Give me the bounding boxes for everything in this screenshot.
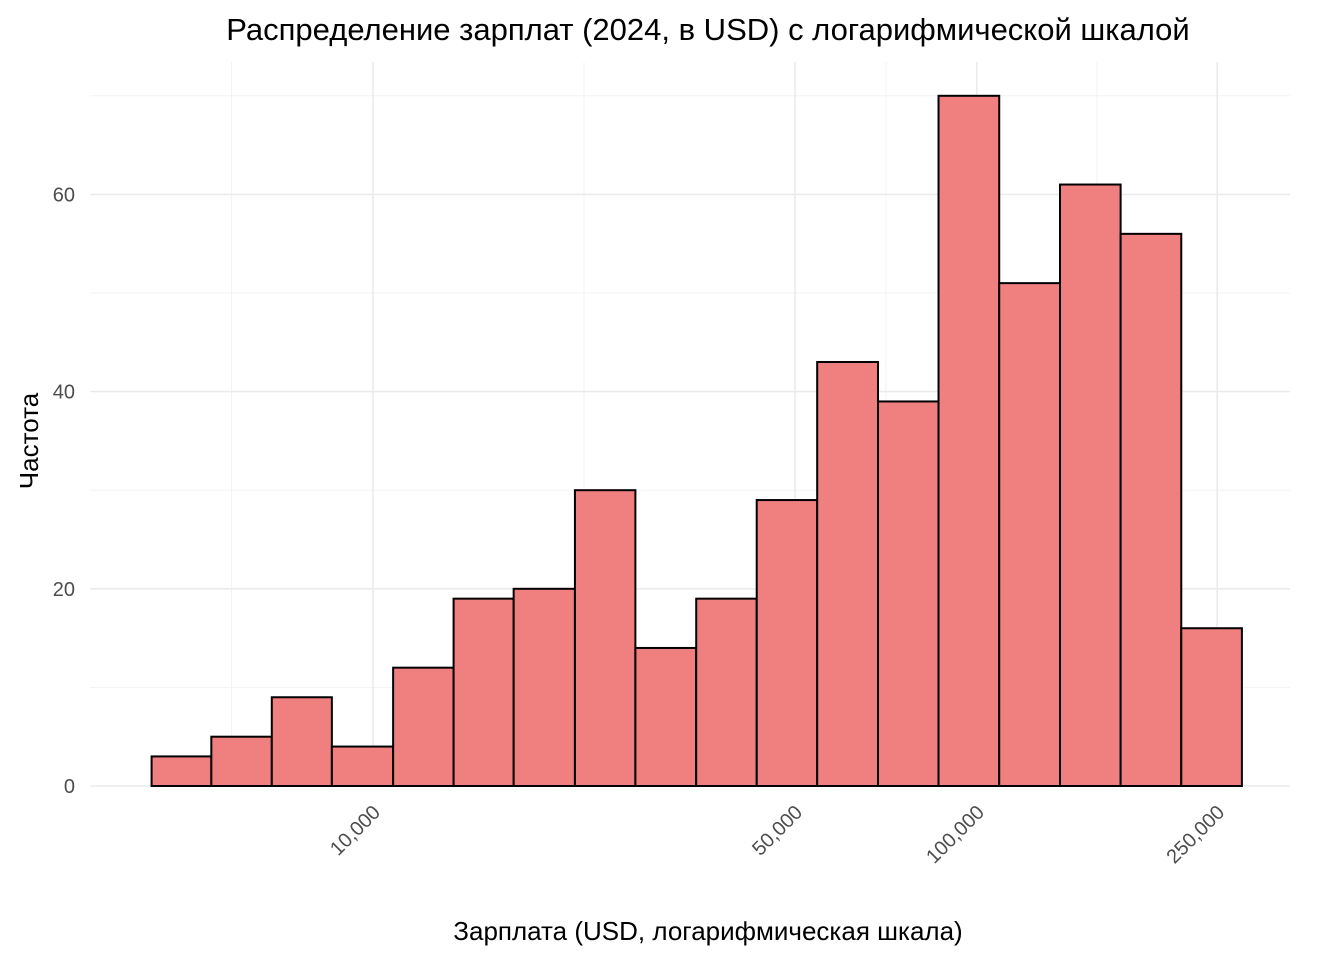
histogram-bar bbox=[270, 696, 333, 788]
histogram-bar bbox=[392, 666, 455, 787]
bars bbox=[150, 94, 1243, 788]
histogram-bar bbox=[573, 489, 637, 787]
y-tick-label: 20 bbox=[53, 579, 75, 601]
y-tick-label: 60 bbox=[53, 184, 75, 206]
histogram-bar bbox=[816, 361, 880, 787]
y-tick-label: 40 bbox=[53, 382, 75, 404]
histogram-bar bbox=[1180, 627, 1243, 787]
x-tick-label: 50,000 bbox=[748, 801, 807, 860]
y-axis-ticks: 0 20 40 60 bbox=[53, 184, 75, 798]
histogram-bar bbox=[1119, 232, 1183, 787]
histogram-bar bbox=[210, 735, 273, 788]
x-tick-label: 250,000 bbox=[1163, 801, 1230, 868]
y-axis-title: Частота bbox=[14, 392, 44, 489]
histogram-bar bbox=[634, 646, 698, 788]
chart-title: Распределение зарплат (2024, в USD) с ло… bbox=[226, 12, 1189, 47]
x-tick-label: 10,000 bbox=[326, 801, 385, 860]
histogram-bar bbox=[998, 282, 1062, 787]
histogram-bar bbox=[937, 94, 1001, 788]
histogram-bar bbox=[150, 755, 213, 787]
x-axis-ticks: 10,000 50,000 100,000 250,000 bbox=[326, 801, 1229, 868]
x-tick-label: 100,000 bbox=[922, 801, 989, 868]
y-tick-label: 0 bbox=[64, 776, 75, 798]
histogram-bar bbox=[877, 400, 940, 787]
histogram-bar bbox=[1059, 183, 1122, 788]
x-axis-title: Зарплата (USD, логарифмическая шкала) bbox=[453, 916, 962, 946]
histogram-bar bbox=[330, 745, 395, 787]
histogram-bar bbox=[512, 587, 576, 787]
histogram-bar bbox=[755, 499, 819, 787]
histogram-bar bbox=[695, 597, 758, 787]
histogram-bar bbox=[452, 597, 515, 787]
